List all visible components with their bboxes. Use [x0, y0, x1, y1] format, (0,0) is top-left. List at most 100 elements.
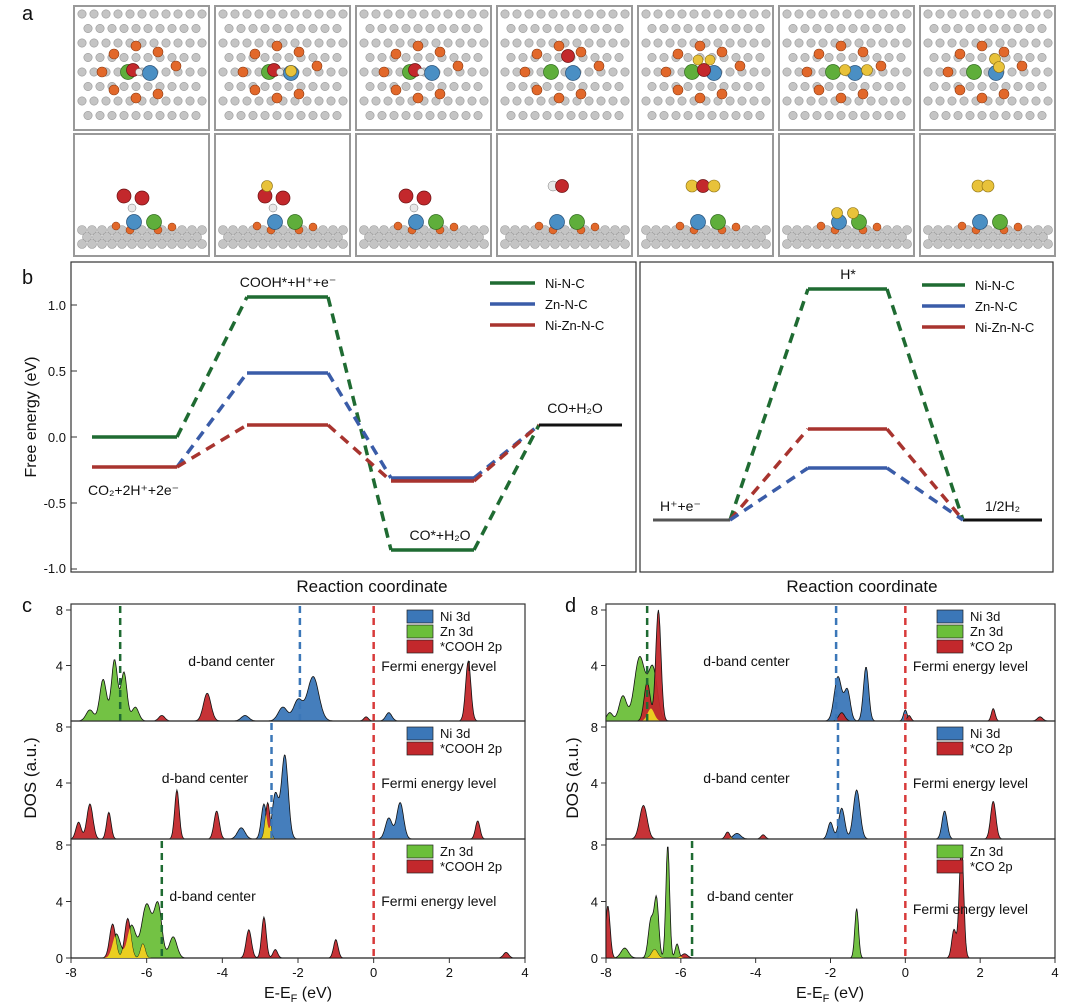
structure-frame-top-5	[637, 5, 774, 131]
panel-label-b: b	[22, 267, 33, 289]
dos-c-overlap	[71, 928, 525, 958]
dos-c-xtick: -8	[65, 965, 77, 980]
dos-c-row-3: d-band center Fermi energy level Zn 3d*COO…	[56, 838, 526, 966]
dos-d-x-label: E-EF (eV)	[796, 985, 864, 1005]
dos-d-xtick: -6	[675, 965, 687, 980]
dos-c-xtick: 0	[370, 965, 377, 980]
dos-d-legend-label: Ni 3d	[970, 726, 1000, 741]
dos-d-legend-swatch	[936, 844, 964, 859]
ni-link-3	[472, 424, 541, 551]
dos-c-legend-label: *COOH 2p	[440, 859, 502, 874]
dos-c-xtick: -2	[292, 965, 304, 980]
panel-b: 1.0 0.5 0.0 -0.5 -1.0 Free energy (eV) R…	[23, 261, 1054, 596]
label-h2-end: 1/2H₂	[985, 498, 1020, 514]
zinc-atom	[142, 65, 158, 81]
dos-d-legend-label: Zn 3d	[970, 624, 1003, 639]
energy-x-label-right: Reaction coordinate	[786, 577, 937, 596]
dos-d-legend-label: *CO 2p	[970, 859, 1013, 874]
legend-left-zn: Zn-N-C	[545, 297, 588, 312]
dos-d-overlap	[606, 708, 1055, 721]
dos-c-fermi-label: Fermi energy level	[381, 658, 496, 674]
dos-d-ytick: 8	[591, 838, 598, 853]
dos-c-ytick: 8	[56, 720, 63, 735]
dos-c-ytick: 8	[56, 838, 63, 853]
dos-c-dband-label: d-band center	[188, 653, 275, 669]
dos-d-xtick: -4	[750, 965, 762, 980]
panel-label-a: a	[22, 3, 34, 25]
zinc-atom	[424, 65, 440, 81]
ni-link-1	[175, 296, 249, 438]
label-h-start: H⁺+e⁻	[660, 498, 701, 514]
energy-right-series-zn	[729, 466, 964, 522]
dos-d-ytick: 4	[591, 776, 598, 791]
energy-legend-left: Ni-N-C Zn-N-C Ni-Zn-N-C	[490, 276, 604, 333]
nickel-atom	[966, 64, 982, 80]
dos-c-dband-label: d-band center	[169, 888, 256, 904]
dos-d-ytick: 4	[591, 659, 598, 674]
dos-d-dband-label: d-band center	[703, 653, 790, 669]
dos-c-curve-2-2	[70, 788, 525, 840]
structure-frame-top-1	[73, 5, 210, 131]
nizn-link-3	[472, 423, 541, 483]
energy-left-series-zn	[175, 371, 541, 480]
label-costar: CO*+H₂O	[409, 527, 470, 543]
energy-plot-left-frame	[70, 261, 637, 573]
panel-label-d: d	[565, 595, 576, 617]
structure-frame-top-6	[778, 5, 915, 131]
dos-d-legend-swatch	[936, 624, 964, 639]
dos-c-row-2: d-band center Fermi energy level Ni 3d*COO…	[56, 720, 526, 840]
energy-ytick-2: 0.5	[48, 364, 66, 379]
dos-d-xtick: -8	[600, 965, 612, 980]
dos-c-legend-swatch	[406, 859, 434, 874]
dos-d-dband-label: d-band center	[707, 888, 794, 904]
structure-frame-top-2	[214, 5, 351, 131]
dos-c-dband-label: d-band center	[162, 770, 249, 786]
dos-c-legend-label: Ni 3d	[440, 609, 470, 624]
dos-d-row-2: d-band center Fermi energy level Ni 3d*CO …	[591, 720, 1056, 840]
structure-frame-side-5	[637, 133, 774, 257]
structure-frame-top-4	[496, 5, 633, 131]
dos-d-xtick: 0	[902, 965, 909, 980]
dos-d-dband-label: d-band center	[703, 770, 790, 786]
dos-d-y-label: DOS (a.u.)	[563, 737, 582, 818]
dos-c-ytick: 4	[56, 895, 63, 910]
legend-left-ni: Ni-N-C	[545, 276, 585, 291]
dos-c-legend-swatch	[406, 726, 434, 741]
dos-d-legend-swatch	[936, 741, 964, 756]
dos-c-xtick: 2	[446, 965, 453, 980]
energy-y-ticks	[71, 304, 77, 570]
dos-c-ytick: 4	[56, 776, 63, 791]
legend-right-ni: Ni-N-C	[975, 278, 1015, 293]
nizn-link-2	[326, 423, 393, 483]
energy-x-label-left: Reaction coordinate	[296, 577, 447, 596]
dos-d-legend-label: Ni 3d	[970, 609, 1000, 624]
dos-d-ytick: 8	[591, 603, 598, 618]
dos-d-legend-swatch	[936, 609, 964, 624]
dos-d-legend-label: *CO 2p	[970, 639, 1013, 654]
dos-c-fermi-label: Fermi energy level	[381, 893, 496, 909]
energy-plot-right-frame	[639, 261, 1054, 573]
label-co2: CO₂+2H⁺+2e⁻	[88, 482, 179, 498]
dos-d-fermi-label: Fermi energy level	[913, 775, 1028, 791]
dos-d-ytick: 8	[591, 720, 598, 735]
dos-c-curve-3-1	[71, 900, 525, 959]
dos-d-fermi-label: Fermi energy level	[913, 658, 1028, 674]
energy-right-series-nizn	[728, 427, 965, 522]
structure-frame-side-6	[778, 133, 915, 257]
structure-frame-top-7	[919, 5, 1056, 131]
energy-left-series-nizn	[92, 423, 541, 483]
legend-right-zn: Zn-N-C	[975, 299, 1018, 314]
zn-link-2	[326, 372, 393, 479]
label-cooh: COOH*+H⁺+e⁻	[240, 274, 336, 290]
structure-frame-side-4	[496, 133, 633, 257]
dos-d-ytick: 0	[591, 951, 598, 966]
energy-ytick-4: -0.5	[44, 496, 66, 511]
energy-legend-right: Ni-N-C Zn-N-C Ni-Zn-N-C	[922, 278, 1034, 335]
energy-ytick-5: -1.0	[44, 561, 66, 576]
dos-c-legend-label: Ni 3d	[440, 726, 470, 741]
label-co-h2o: CO+H₂O	[547, 400, 603, 416]
dos-c-overlap	[71, 814, 525, 839]
dos-c-ytick: 8	[56, 603, 63, 618]
